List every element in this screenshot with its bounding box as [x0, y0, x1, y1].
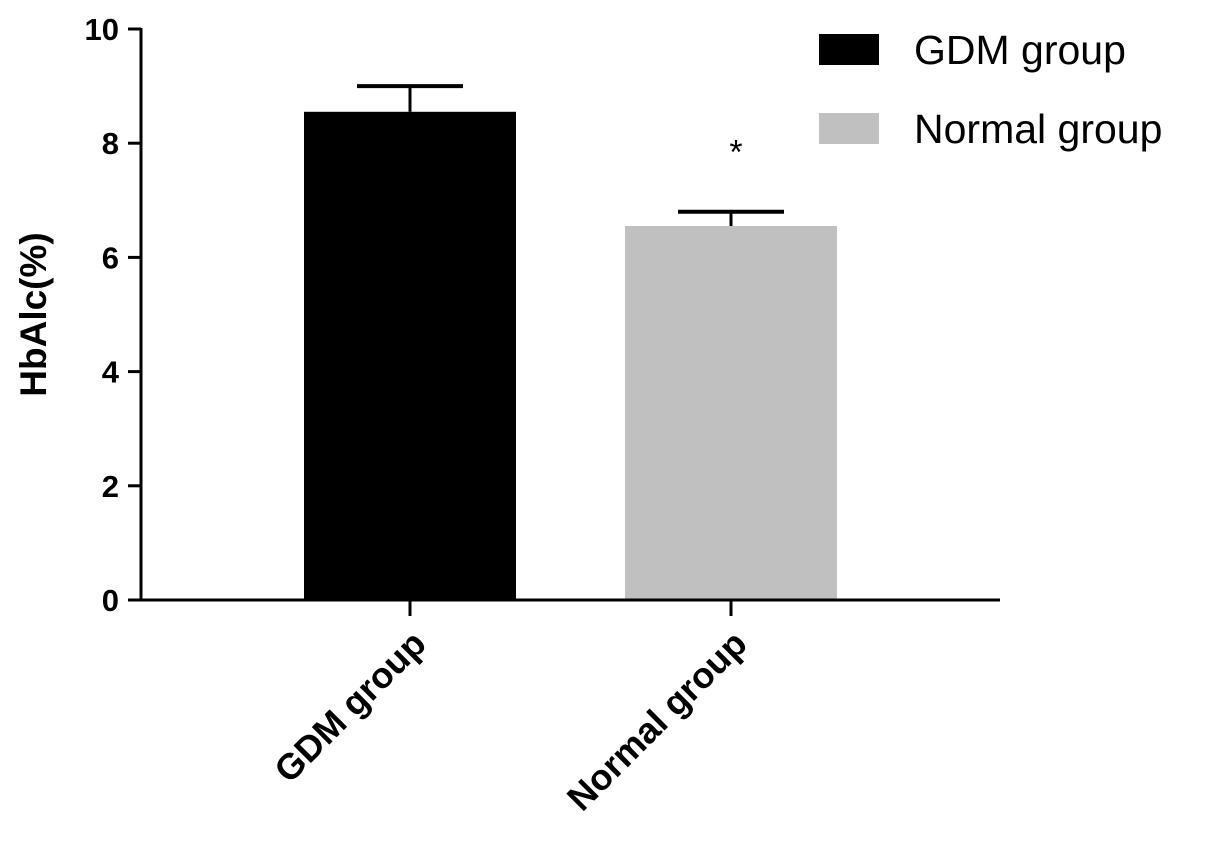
- legend-swatch: [819, 113, 879, 144]
- error-bars-group: [357, 84, 784, 226]
- x-tick-label: GDM group: [266, 623, 434, 791]
- y-tick-label: 2: [102, 469, 119, 504]
- legend-swatch: [819, 34, 879, 65]
- y-tick-label: 4: [102, 355, 120, 390]
- y-axis-title: HbAlc(%): [13, 232, 54, 396]
- y-tick-label: 6: [102, 240, 119, 275]
- y-tick-label: 10: [85, 12, 119, 47]
- legend-label: GDM group: [914, 27, 1126, 73]
- bar-gdm-group: [304, 111, 516, 601]
- y-tick-label: 8: [102, 126, 119, 161]
- annotations-group: *: [729, 134, 742, 172]
- bar-normal-group: [625, 225, 837, 600]
- x-categories-group: GDM group Normal group: [266, 600, 755, 819]
- y-ticks-group: 0 2 4 6 8 10: [85, 12, 141, 618]
- bars-group: [304, 111, 837, 601]
- legend: GDM group Normal group: [819, 27, 1162, 152]
- legend-label: Normal group: [914, 106, 1162, 152]
- y-tick-label: 0: [102, 583, 119, 618]
- significance-asterisk: *: [729, 134, 742, 172]
- x-tick-label: Normal group: [559, 623, 755, 819]
- axes-group: [139, 28, 1000, 602]
